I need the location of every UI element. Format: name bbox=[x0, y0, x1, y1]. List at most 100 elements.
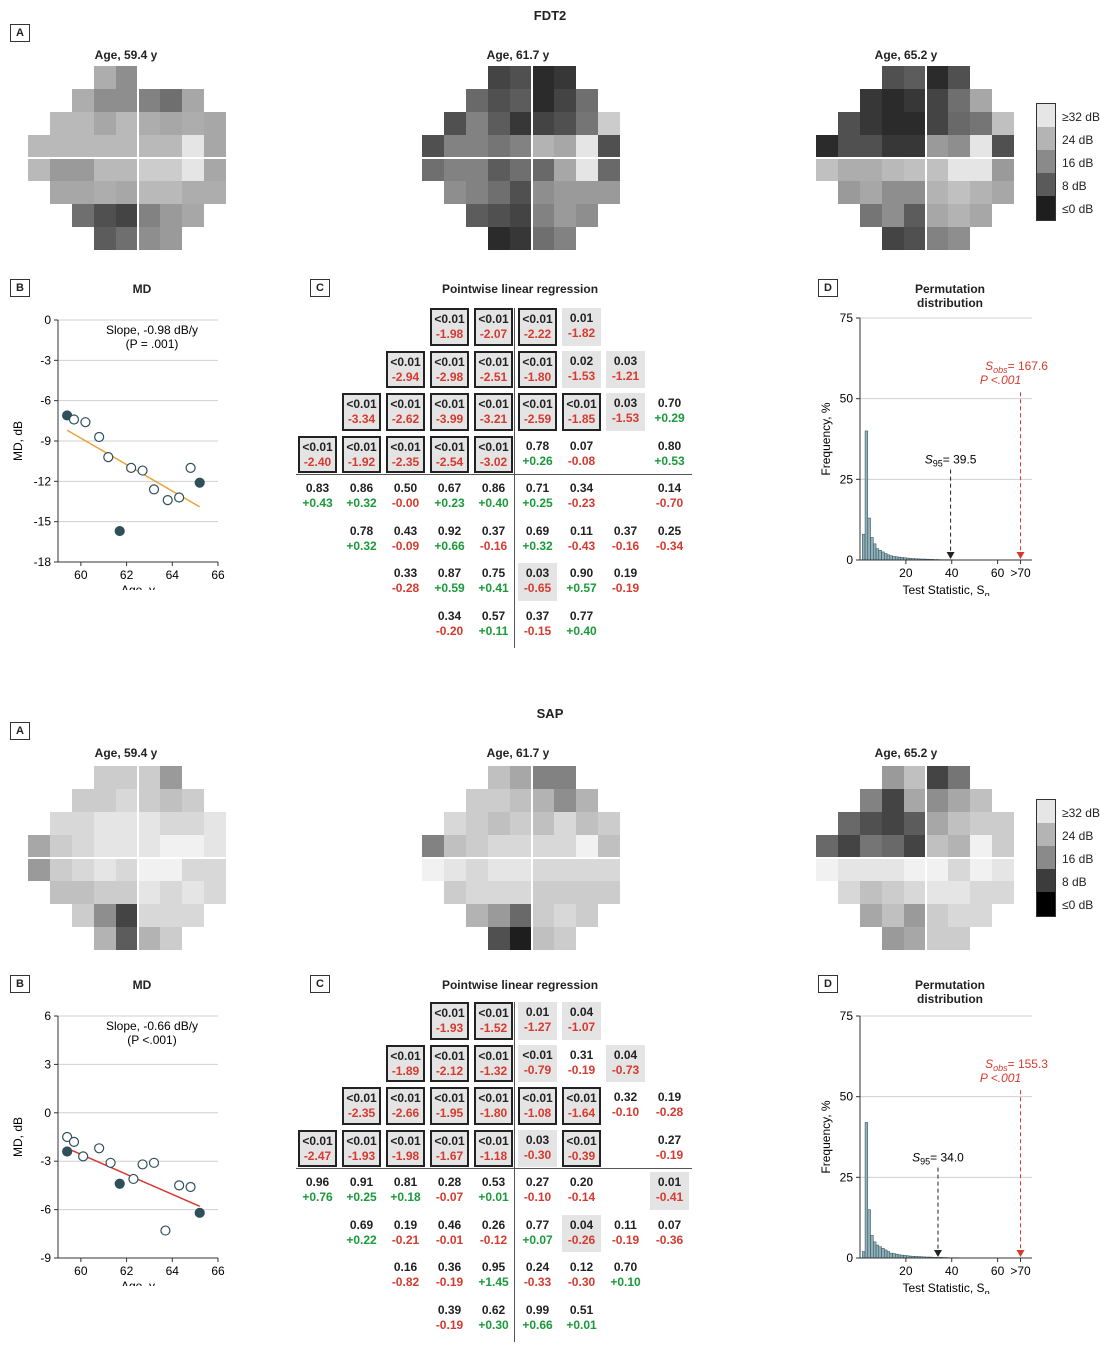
slope-value: -0.30 bbox=[567, 1275, 596, 1289]
field-cell bbox=[532, 66, 554, 89]
field-cell bbox=[838, 158, 860, 181]
regression-cell: 0.27 -0.10 bbox=[518, 1172, 557, 1210]
regression-cell: 0.81 +0.18 bbox=[386, 1172, 425, 1210]
field-cell bbox=[576, 89, 598, 112]
regression-cell: 0.70 +0.10 bbox=[606, 1257, 645, 1295]
field-cell bbox=[422, 858, 444, 881]
field-cell bbox=[598, 181, 620, 204]
field-cell bbox=[466, 881, 488, 904]
regression-cell: <0.01 -2.12 bbox=[430, 1044, 469, 1082]
slope-value: -0.39 bbox=[567, 1148, 596, 1163]
slope-value: -2.12 bbox=[435, 1063, 464, 1078]
slope-value: -0.14 bbox=[567, 1190, 596, 1204]
field-cell bbox=[532, 812, 554, 835]
p-value: 0.01 bbox=[525, 1005, 550, 1019]
p-value: 0.03 bbox=[613, 353, 638, 368]
slope-value: -0.19 bbox=[435, 1317, 464, 1332]
slope-annotation: Slope, -0.98 dB/y bbox=[106, 323, 198, 337]
regression-cell: 0.78 +0.26 bbox=[518, 436, 557, 474]
field-cell bbox=[138, 789, 160, 812]
p-value: 0.04 bbox=[569, 1217, 594, 1232]
p-value: <0.01 bbox=[566, 1133, 597, 1148]
field-cell bbox=[970, 89, 992, 112]
perm-title-line: Permutation bbox=[914, 978, 986, 992]
s95-arrow bbox=[933, 1250, 942, 1257]
field-cell bbox=[72, 181, 94, 204]
field-cell bbox=[948, 812, 970, 835]
legend-labels: ≥32 dB 24 dB 16 dB 8 dB ≤0 dB bbox=[1062, 106, 1100, 221]
field-cell bbox=[422, 835, 444, 858]
x-tick-label: 66 bbox=[211, 1264, 225, 1278]
field-cell bbox=[948, 112, 970, 135]
field-cell bbox=[72, 881, 94, 904]
field-cell bbox=[510, 135, 532, 158]
field-cell bbox=[138, 89, 160, 112]
p-value: <0.01 bbox=[478, 439, 509, 454]
field-cell bbox=[532, 89, 554, 112]
visual-field-map bbox=[28, 766, 226, 950]
field-cell bbox=[28, 835, 50, 858]
p-value: 0.34 bbox=[569, 481, 594, 495]
field-cell bbox=[488, 204, 510, 227]
histogram-bar bbox=[889, 1252, 893, 1259]
p-value: 0.53 bbox=[481, 1175, 506, 1189]
field-cell bbox=[466, 89, 488, 112]
field-cell bbox=[904, 812, 926, 835]
field-cell bbox=[904, 835, 926, 858]
field-cell bbox=[554, 135, 576, 158]
p-value: 0.12 bbox=[569, 1260, 594, 1274]
field-cell bbox=[116, 766, 138, 789]
y-tick-label: -18 bbox=[34, 555, 52, 569]
field-cell bbox=[72, 835, 94, 858]
field-cell bbox=[904, 66, 926, 89]
field-cell bbox=[116, 812, 138, 835]
regression-cell: <0.01 -2.51 bbox=[474, 350, 513, 388]
slope-value: -0.10 bbox=[523, 1190, 552, 1204]
field-cell bbox=[576, 881, 598, 904]
x-tick-label: 20 bbox=[899, 566, 913, 580]
field-cell bbox=[532, 158, 554, 181]
slope-value: +0.41 bbox=[478, 581, 509, 595]
slope-value: -0.79 bbox=[523, 1062, 552, 1077]
field-cell bbox=[882, 89, 904, 112]
field-cell bbox=[882, 904, 904, 927]
grayscale-legend bbox=[1036, 103, 1056, 221]
regression-cell: <0.01 -2.22 bbox=[518, 308, 557, 346]
field-cell bbox=[72, 158, 94, 181]
field-cell bbox=[488, 927, 510, 950]
visual-field-map bbox=[422, 766, 620, 950]
y-tick-label: 6 bbox=[44, 1009, 51, 1023]
field-cell bbox=[970, 904, 992, 927]
p-value: 0.86 bbox=[349, 481, 374, 495]
p-value: <0.01 bbox=[566, 397, 597, 411]
panel-letter-b: B bbox=[10, 975, 30, 993]
p-value: 0.57 bbox=[481, 608, 506, 623]
legend-labels: ≥32 dB 24 dB 16 dB 8 dB ≤0 dB bbox=[1062, 802, 1100, 917]
legend-label: 8 dB bbox=[1062, 875, 1087, 889]
field-title: Age, 65.2 y bbox=[874, 48, 938, 62]
field-cell bbox=[970, 881, 992, 904]
slope-value: -0.19 bbox=[567, 1062, 596, 1077]
slope-value: -0.08 bbox=[567, 453, 596, 468]
md-scatter-chart: 6 3 0 -3 -6 -9 60 62 64 66 Age, y MD, dB Slope, -0.6… bbox=[11, 1009, 225, 1286]
regression-cell: 0.99 +0.66 bbox=[518, 1300, 557, 1338]
field-cell bbox=[510, 812, 532, 835]
field-cell bbox=[182, 904, 204, 927]
p-value: 0.80 bbox=[657, 438, 682, 453]
p-value: 0.77 bbox=[569, 608, 594, 623]
histogram-bar bbox=[886, 554, 891, 561]
field-cell bbox=[466, 135, 488, 158]
y-tick-label: -9 bbox=[40, 434, 51, 448]
field-cell bbox=[488, 112, 510, 135]
sobs-arrow bbox=[1016, 552, 1025, 559]
field-cell bbox=[94, 227, 116, 250]
field-cell bbox=[970, 158, 992, 181]
field-cell bbox=[992, 812, 1014, 835]
p-value: 0.50 bbox=[393, 481, 418, 495]
field-cell bbox=[488, 66, 510, 89]
md-point-open bbox=[103, 452, 114, 463]
perm-title-line: Permutation bbox=[914, 282, 986, 296]
sobs-p-label: P <.001 bbox=[980, 373, 1021, 387]
field-cell bbox=[882, 789, 904, 812]
y-tick-label: -12 bbox=[34, 474, 52, 488]
